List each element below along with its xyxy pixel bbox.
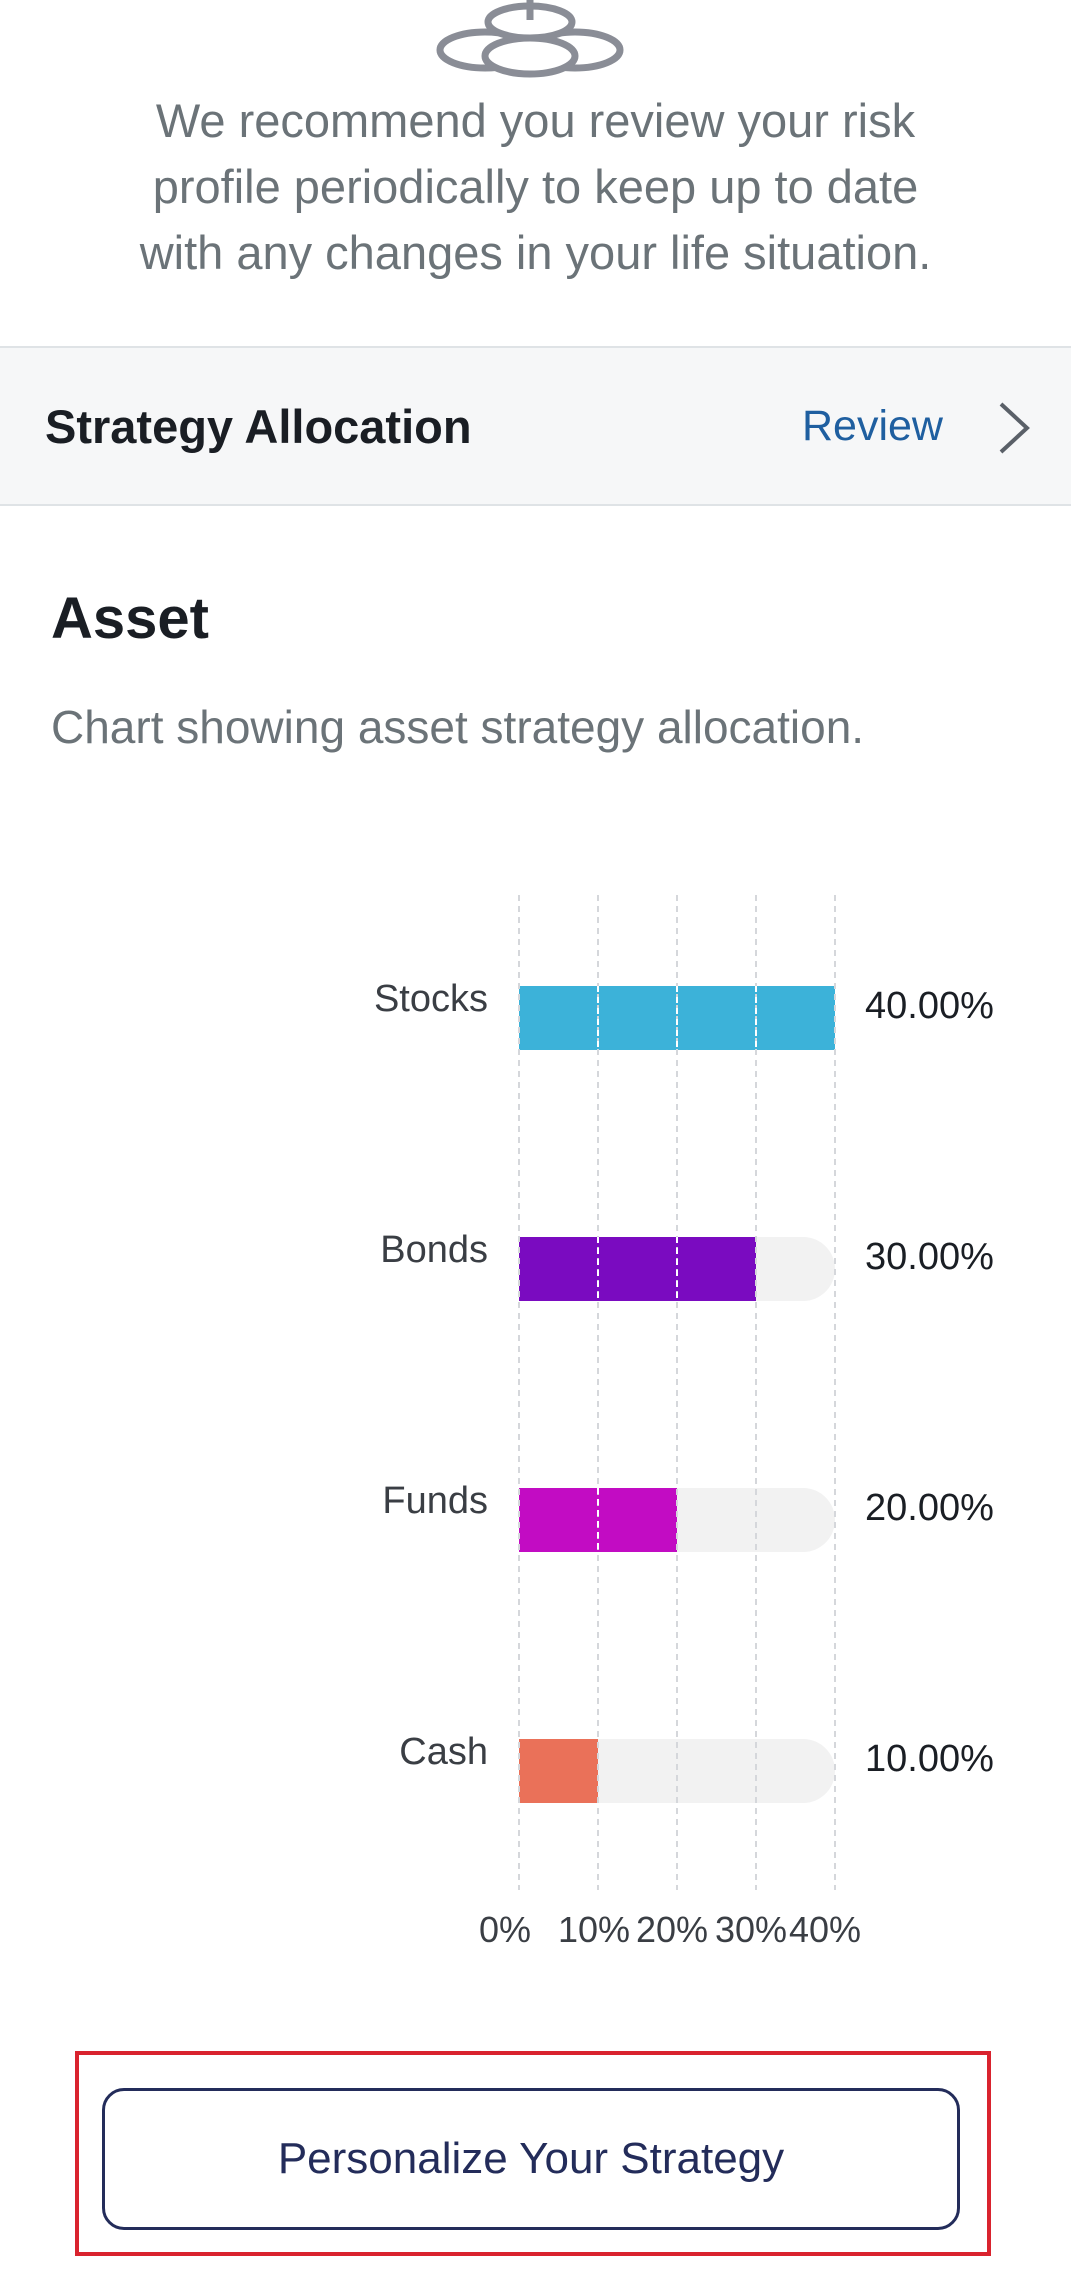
top-section: We recommend you review your risk profil… (0, 0, 1071, 346)
bar-bonds (519, 1237, 756, 1301)
bar-funds (519, 1488, 677, 1552)
intro-line-2: profile periodically to keep up to date (152, 160, 919, 213)
intro-text: We recommend you review your risk profil… (60, 88, 1011, 286)
x-tick-label: 40% (789, 1909, 861, 1950)
asset-allocation-chart: Stocks 40.00% Bonds 30.00% Funds 20.00% Cash 10… (374, 895, 994, 1950)
strategy-allocation-row[interactable]: Strategy Allocation Review (0, 346, 1071, 506)
category-label-funds: Funds (382, 1480, 488, 1522)
category-label-bonds: Bonds (380, 1229, 488, 1271)
x-tick-label: 30% (715, 1909, 787, 1950)
x-tick-label: 10% (558, 1909, 630, 1950)
review-link[interactable]: Review (802, 401, 943, 450)
asset-chart-description: Chart showing asset strategy allocation. (51, 701, 865, 753)
value-label-bonds: 30.00% (865, 1236, 994, 1278)
strategy-allocation-title: Strategy Allocation (45, 399, 472, 453)
category-label-stocks: Stocks (374, 978, 488, 1020)
x-tick-label: 0% (479, 1909, 531, 1950)
chevron-right-icon[interactable] (993, 400, 1033, 456)
value-label-funds: 20.00% (865, 1487, 994, 1529)
asset-section-title: Asset (51, 586, 209, 651)
x-tick-label: 20% (636, 1909, 708, 1950)
coins-icon (436, 0, 624, 78)
intro-line-3: with any changes in your life situation. (139, 226, 932, 279)
bar-cash (519, 1739, 598, 1803)
personalize-strategy-button[interactable]: Personalize Your Strategy (102, 2088, 960, 2230)
value-label-stocks: 40.00% (865, 985, 994, 1027)
category-label-cash: Cash (399, 1731, 488, 1773)
value-label-cash: 10.00% (865, 1738, 994, 1780)
highlight-box (75, 2051, 991, 2256)
intro-line-1: We recommend you review your risk (155, 94, 916, 147)
